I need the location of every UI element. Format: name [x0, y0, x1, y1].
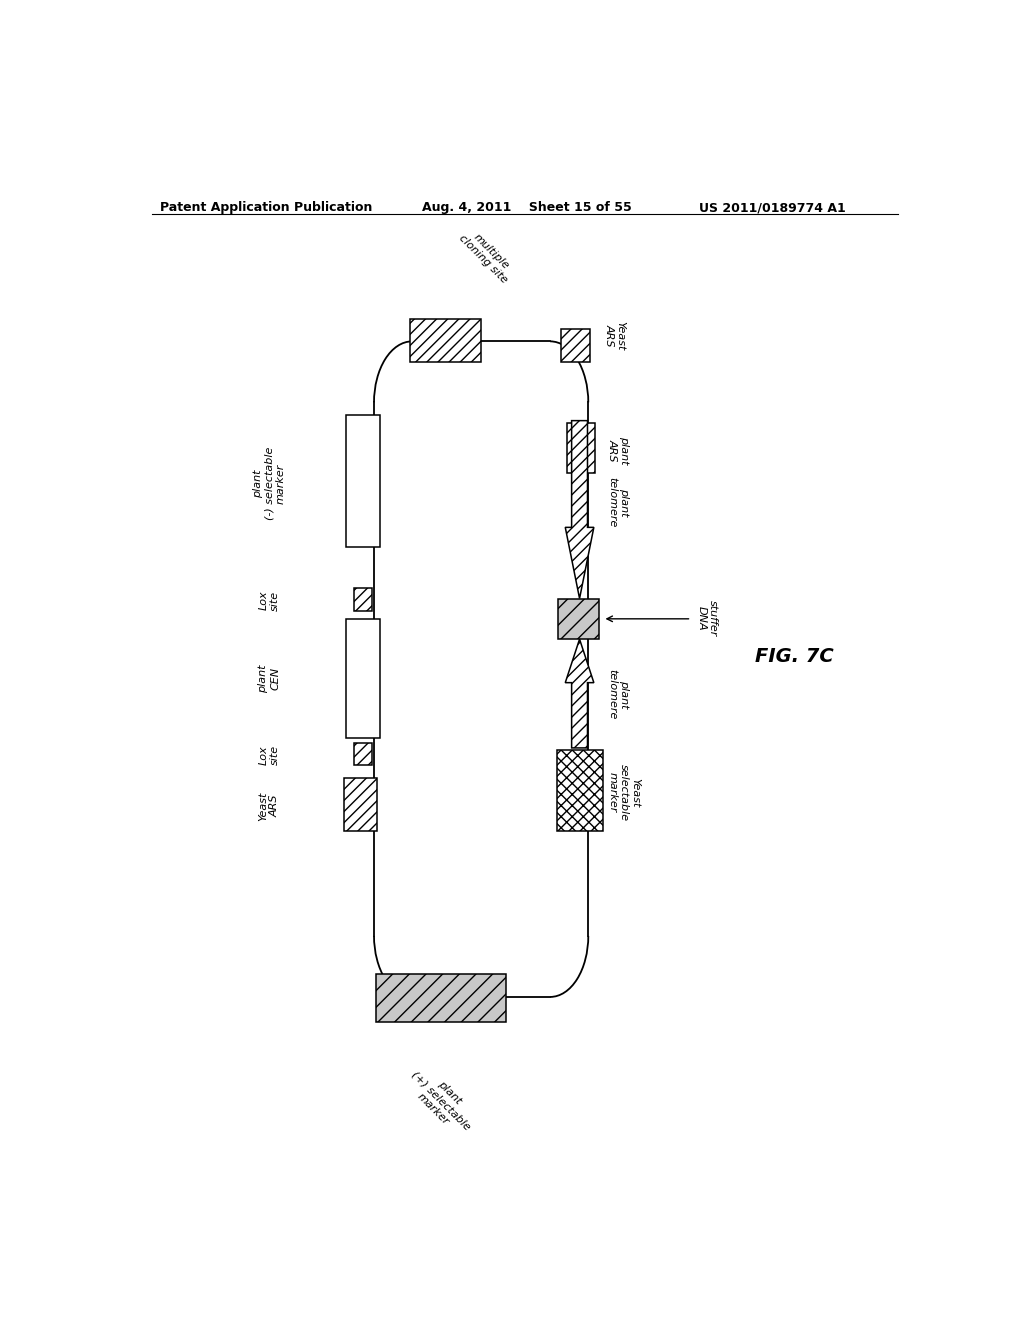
Bar — [354, 743, 372, 766]
Bar — [346, 619, 380, 738]
Bar — [567, 422, 595, 474]
Text: Yeast
selectable
marker: Yeast selectable marker — [607, 764, 641, 821]
Bar — [558, 598, 599, 639]
Text: plant
ARS: plant ARS — [607, 436, 629, 465]
Bar — [344, 779, 377, 832]
Text: Yeast
ARS: Yeast ARS — [258, 791, 280, 821]
Bar — [410, 319, 481, 362]
Bar — [376, 974, 506, 1022]
Text: Aug. 4, 2011    Sheet 15 of 55: Aug. 4, 2011 Sheet 15 of 55 — [422, 201, 632, 214]
Polygon shape — [565, 639, 594, 748]
Text: plant
(+) selectable
marker: plant (+) selectable marker — [401, 1061, 481, 1140]
Text: stuffer
DNA: stuffer DNA — [696, 599, 718, 636]
Polygon shape — [565, 421, 594, 598]
Text: plant
(-) selectable
marker: plant (-) selectable marker — [253, 447, 286, 520]
Text: FIG. 7C: FIG. 7C — [755, 647, 834, 665]
Text: US 2011/0189774 A1: US 2011/0189774 A1 — [699, 201, 846, 214]
Text: Lox
site: Lox site — [258, 590, 280, 611]
Text: Patent Application Publication: Patent Application Publication — [160, 201, 372, 214]
Text: plant
telomere: plant telomere — [607, 669, 629, 719]
Bar — [346, 414, 380, 546]
Text: Lox
site: Lox site — [258, 744, 280, 766]
Bar — [354, 589, 372, 611]
Text: Yeast
ARS: Yeast ARS — [604, 321, 626, 350]
Text: plant
telomere: plant telomere — [607, 477, 629, 527]
Text: multiple
cloning site: multiple cloning site — [458, 224, 518, 285]
Text: plant
CEN: plant CEN — [258, 664, 280, 693]
Bar — [561, 329, 590, 362]
Bar — [557, 750, 602, 832]
